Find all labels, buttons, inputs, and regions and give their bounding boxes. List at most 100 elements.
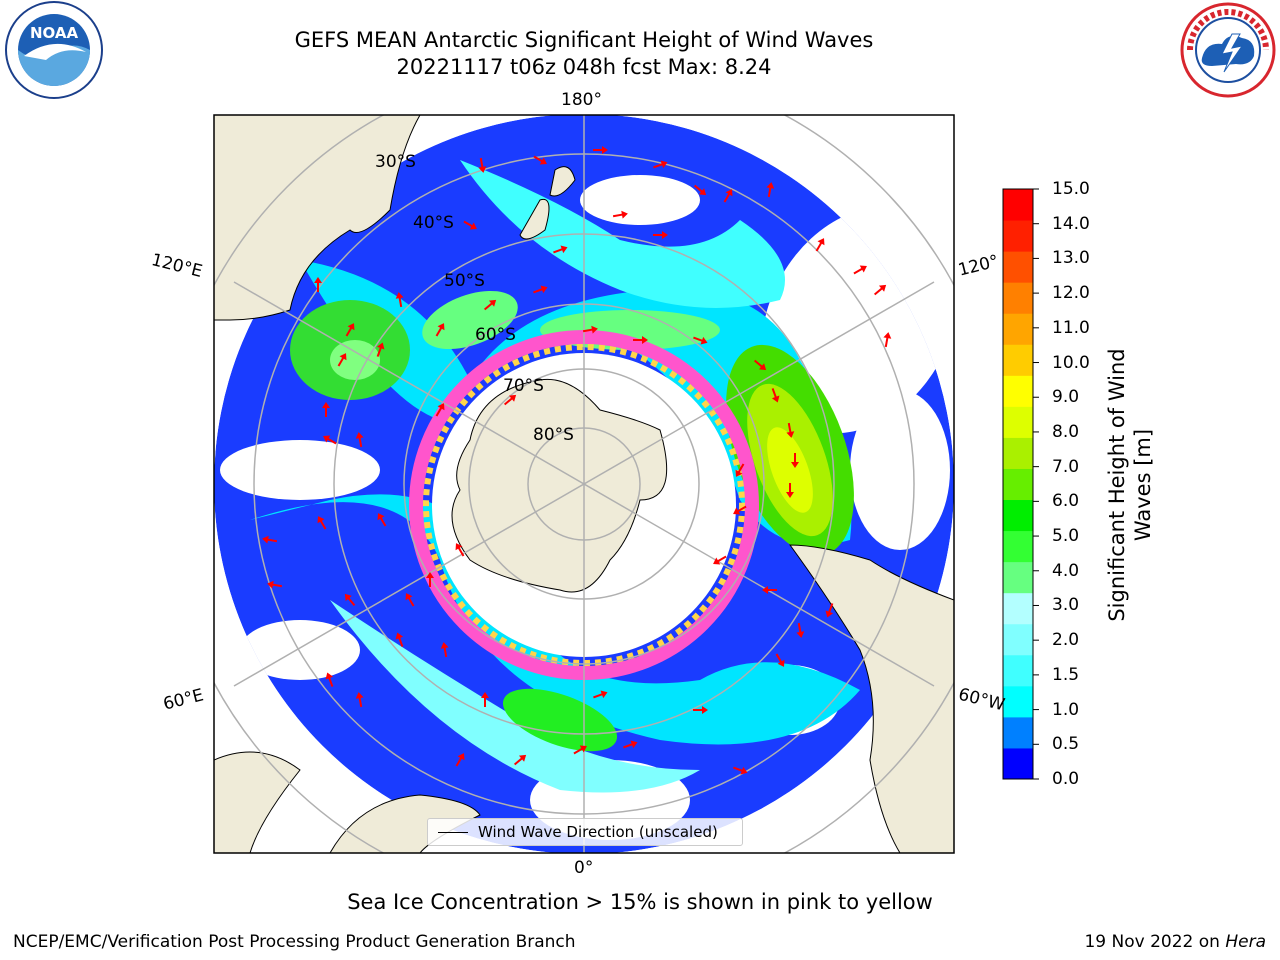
wave-direction-arrow (435, 323, 445, 337)
colorbar-segment (1003, 375, 1033, 407)
wave-direction-arrow (435, 403, 445, 417)
wave-direction-arrow (775, 653, 785, 667)
legend-line-icon (438, 832, 468, 833)
colorbar-segment (1003, 592, 1033, 625)
colorbar-tick-label: 14.0 (1052, 213, 1090, 234)
colorbar-segment (1003, 654, 1033, 687)
colorbar-tick-label: 4.0 (1052, 560, 1080, 581)
colorbar-segment (1003, 561, 1033, 594)
lon-label-180: 180° (561, 90, 602, 110)
colorbar-tick-label: 0.0 (1052, 769, 1080, 789)
wave-direction-arrow (513, 754, 527, 766)
wave-direction-arrow (766, 182, 775, 198)
wave-direction-arrow (426, 572, 434, 587)
colorbar-segment (1003, 251, 1033, 283)
colorbar-segment (1003, 530, 1033, 563)
wave-direction-arrow (503, 394, 517, 406)
lat-label-70s: 70°S (503, 376, 544, 396)
colorbar-segment (1003, 313, 1033, 345)
footer-host: Hera (1225, 932, 1266, 952)
map-frame (213, 114, 955, 854)
nws-logo (1180, 2, 1276, 98)
colorbar-tick-label: 13.0 (1052, 248, 1090, 269)
colorbar-segment (1003, 189, 1033, 221)
wave-direction-arrow (593, 146, 608, 154)
wave-direction-arrow (791, 453, 799, 468)
wave-direction-arrow (440, 642, 449, 658)
wave-direction-arrow (653, 160, 668, 169)
colorbar-tick-label: 12.0 (1052, 283, 1090, 304)
colorbar-segment (1003, 344, 1033, 376)
wave-direction-arrow (323, 435, 337, 445)
colorbar-segment (1003, 623, 1033, 656)
lat-label-50s: 50°S (444, 271, 485, 291)
noaa-logo-text: NOAA (30, 24, 79, 42)
map-legend: Wind Wave Direction (unscaled) (427, 818, 743, 846)
wave-direction-arrow (733, 505, 747, 515)
colorbar (1003, 188, 1039, 780)
colorbar-segment (1003, 468, 1033, 501)
wave-direction-arrow (345, 323, 355, 337)
sea-ice-note: Sea Ice Concentration > 15% is shown in … (347, 890, 933, 914)
wave-direction-arrow (786, 483, 794, 498)
colorbar-segment (1003, 437, 1033, 469)
wave-direction-arrow (325, 672, 334, 687)
colorbar-tick-label: 11.0 (1052, 317, 1090, 338)
wind-wave-arrows (262, 146, 892, 775)
wave-direction-arrow (395, 292, 404, 308)
land (214, 115, 954, 853)
graticule (214, 115, 954, 853)
wave-direction-arrow (796, 622, 805, 638)
wave-direction-arrow (762, 586, 777, 594)
colorbar-tick-label: 6.0 (1052, 491, 1080, 512)
colorbar-segment (1003, 685, 1033, 718)
wave-direction-arrow (582, 325, 598, 334)
wave-direction-arrow (713, 555, 727, 565)
wave-direction-arrow (612, 210, 628, 219)
wave-direction-arrow (733, 766, 748, 775)
colorbar-segment (1003, 406, 1033, 438)
wave-direction-arrow (825, 603, 834, 618)
colorbar-frame (1002, 188, 1034, 780)
wave-direction-arrow (533, 285, 548, 294)
legend-label: Wind Wave Direction (unscaled) (478, 823, 718, 841)
wave-direction-arrow (853, 265, 867, 275)
colorbar-segment (1003, 499, 1033, 532)
colorbar-tick-label: 7.0 (1052, 456, 1080, 477)
wave-direction-arrow (693, 336, 708, 345)
chart-subtitle: 20221117 t06z 048h fcst Max: 8.24 (396, 55, 772, 79)
wave-direction-arrow (593, 690, 608, 699)
wave-direction-arrow (573, 745, 587, 755)
wave-direction-arrow (262, 535, 278, 544)
wave-direction-arrow (771, 388, 780, 403)
wave-direction-arrow (405, 593, 415, 607)
colorbar-label: Significant Height of Wind Waves [m] (1104, 320, 1156, 650)
colorbar-tick-label: 1.5 (1052, 664, 1080, 685)
wave-direction-arrow (337, 353, 347, 367)
footer-date-text: 19 Nov 2022 on (1084, 932, 1226, 952)
wave-direction-arrow (815, 238, 825, 252)
wave-direction-arrow (883, 332, 892, 348)
wave-direction-arrow (786, 422, 795, 438)
colorbar-tick-label: 1.0 (1052, 699, 1080, 720)
colorbar-segment (1003, 716, 1033, 749)
wave-direction-arrow (317, 516, 327, 530)
noaa-logo: NOAA (5, 1, 103, 99)
footer-date: 19 Nov 2022 on Hera (1084, 932, 1266, 952)
colorbar-tick-label: 5.0 (1052, 526, 1080, 547)
wave-direction-arrow (533, 155, 547, 165)
lat-label-80s: 80°S (533, 425, 574, 445)
wave-direction-arrow (753, 359, 767, 371)
wave-direction-arrow (463, 220, 477, 230)
wave-direction-arrow (377, 513, 387, 527)
wave-direction-arrow (267, 580, 283, 589)
wave-direction-arrow (623, 740, 638, 749)
colorbar-segment (1003, 282, 1033, 314)
colorbar-segment (1003, 220, 1033, 252)
wave-direction-arrow (553, 245, 568, 254)
wave-direction-arrow (455, 543, 465, 557)
colorbar-tick-label: 8.0 (1052, 421, 1080, 442)
wave-direction-arrow (395, 632, 404, 647)
lon-label-0: 0° (574, 858, 594, 878)
